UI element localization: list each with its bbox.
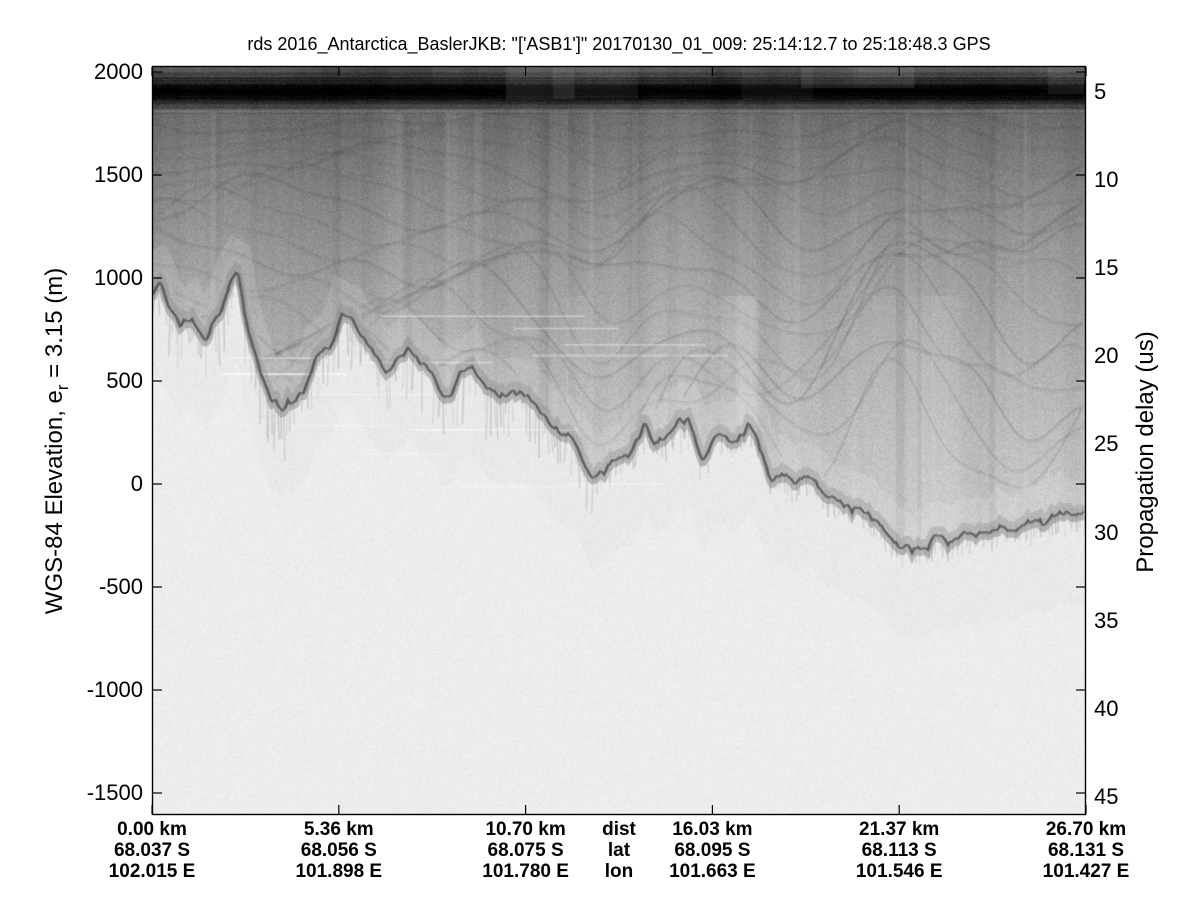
x-axis-lon-value: 101.780 E bbox=[482, 861, 569, 882]
x-axis-row-name: dist bbox=[602, 819, 636, 840]
x-axis-tick-label: 16.03 km 68.095 S 101.663 E bbox=[669, 819, 756, 882]
y-axis-tick-label-left: -1000 bbox=[86, 677, 143, 702]
y-axis-tick-label-right: 30 bbox=[1094, 519, 1119, 545]
y-axis-tick-label-left: 1000 bbox=[94, 265, 143, 290]
y-axis-tick-label-right: 40 bbox=[1094, 695, 1119, 721]
y-axis-label-left: WGS-84 Elevation, er = 3.15 (m) bbox=[41, 267, 72, 615]
y-axis-tick-label-right: 25 bbox=[1094, 431, 1119, 457]
x-axis-tick-label: 10.70 km 68.075 S 101.780 E bbox=[482, 819, 569, 882]
x-axis-dist-value: 16.03 km bbox=[672, 819, 753, 840]
x-axis-dist-value: 0.00 km bbox=[117, 819, 187, 840]
y-axis-tick-label-right: 10 bbox=[1094, 167, 1119, 193]
x-axis-lon-value: 101.898 E bbox=[295, 861, 383, 882]
plot-title: rds 2016_Antarctica_BaslerJKB: "['ASB1']… bbox=[247, 34, 991, 54]
x-axis-tick-label: 21.37 km 68.113 S 101.546 E bbox=[856, 819, 943, 882]
x-axis-dist-value: 10.70 km bbox=[485, 819, 566, 840]
y-axis-tick-label-left: -500 bbox=[98, 574, 143, 599]
x-axis-tick-label: 0.00 km 68.037 S 102.015 E bbox=[109, 819, 196, 882]
x-axis-lon-value: 101.427 E bbox=[1042, 861, 1130, 882]
y-axis-tick-label-right: 35 bbox=[1094, 607, 1119, 633]
x-axis-lon-value: 101.546 E bbox=[855, 861, 943, 882]
x-axis-dist-value: 5.36 km bbox=[303, 819, 374, 840]
y-axis-label-right: Propagation delay (us) bbox=[1132, 331, 1159, 573]
x-axis-lat-value: 68.075 S bbox=[487, 840, 564, 861]
x-axis-lat-value: 68.056 S bbox=[300, 840, 377, 861]
y-axis-tick-label-right: 20 bbox=[1094, 343, 1119, 369]
x-axis-row-name: lat bbox=[607, 840, 631, 861]
x-axis-row-name: lon bbox=[604, 861, 634, 882]
x-axis-lat-value: 68.131 S bbox=[1047, 840, 1125, 861]
y-axis-tick-label-left: 500 bbox=[106, 368, 143, 393]
y-axis-tick-label-right: 15 bbox=[1094, 255, 1119, 281]
x-axis-tick-label: 5.36 km 68.056 S 101.898 E bbox=[295, 819, 382, 882]
x-axis-row-names: dist lat lon bbox=[602, 819, 636, 882]
y-axis-tick-label-left: 1500 bbox=[94, 162, 143, 187]
echogram-image bbox=[152, 66, 1086, 815]
x-axis-lat-value: 68.037 S bbox=[113, 840, 191, 861]
x-axis-lon-value: 101.663 E bbox=[669, 861, 756, 882]
y-axis-tick-label-left: -1500 bbox=[86, 780, 143, 805]
x-axis-lat-value: 68.095 S bbox=[674, 840, 751, 861]
x-axis-lon-value: 102.015 E bbox=[108, 861, 196, 882]
x-axis-dist-value: 21.37 km bbox=[859, 819, 940, 840]
y-axis-tick-label-left: 0 bbox=[130, 471, 143, 496]
y-axis-tick-label-right: 5 bbox=[1094, 79, 1107, 104]
x-axis-dist-value: 26.70 km bbox=[1045, 819, 1127, 840]
y-axis-tick-label-left: 2000 bbox=[94, 59, 143, 84]
x-axis-tick-label: 26.70 km 68.131 S 101.427 E bbox=[1043, 819, 1130, 882]
y-axis-tick-label-right: 45 bbox=[1094, 783, 1119, 809]
x-axis-lat-value: 68.113 S bbox=[861, 840, 937, 861]
